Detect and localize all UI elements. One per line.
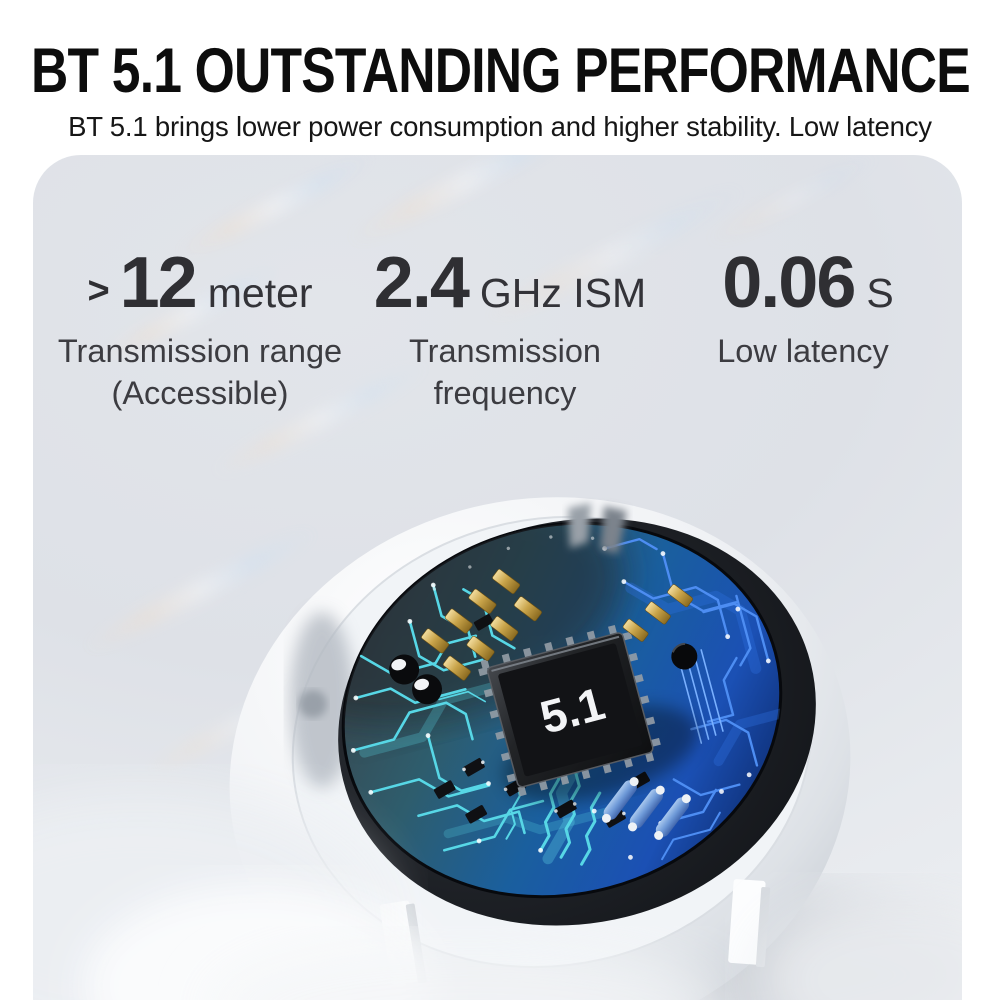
spec-transmission-range: > 12 meter Transmission range (Accessibl… [55,243,345,414]
spec-label: Low latency [717,333,889,369]
spec-label: Transmission frequency [408,333,602,411]
earbud-circuit-photo: 5.1 [33,491,962,1000]
page-subtitle: BT 5.1 brings lower power consumption an… [68,111,932,142]
mic-component [671,642,698,670]
spec-low-latency: 0.06 S Low latency [653,243,953,373]
traces-right [603,537,770,861]
shell-screw-hole [299,690,327,718]
headline: BT 5.1 OUTSTANDING PERFORMANCE BT 5.1 br… [0,40,1000,143]
capacitors [389,654,443,705]
spec-prefix: > [87,270,110,312]
rim-clips [568,503,627,554]
spec-label: Transmission range (Accessible) [57,333,343,411]
bluetooth-chip: 5.1 [476,621,665,799]
page-title: BT 5.1 OUTSTANDING PERFORMANCE [30,36,971,106]
spec-unit: S [866,270,894,316]
spec-value: 0.06 [722,243,856,323]
spec-value: 2.4 [373,243,470,323]
photo-panel: 5.1 [33,155,962,1000]
gold-pins [421,569,693,681]
spec-unit: meter [207,270,313,316]
spec-value: 12 [119,243,198,323]
foreground-blur [33,790,962,1000]
spec-transmission-frequency: 2.4 GHz ISM Transmission frequency [355,243,655,414]
blue-cylinders [601,777,691,840]
spec-unit: GHz ISM [479,270,647,316]
